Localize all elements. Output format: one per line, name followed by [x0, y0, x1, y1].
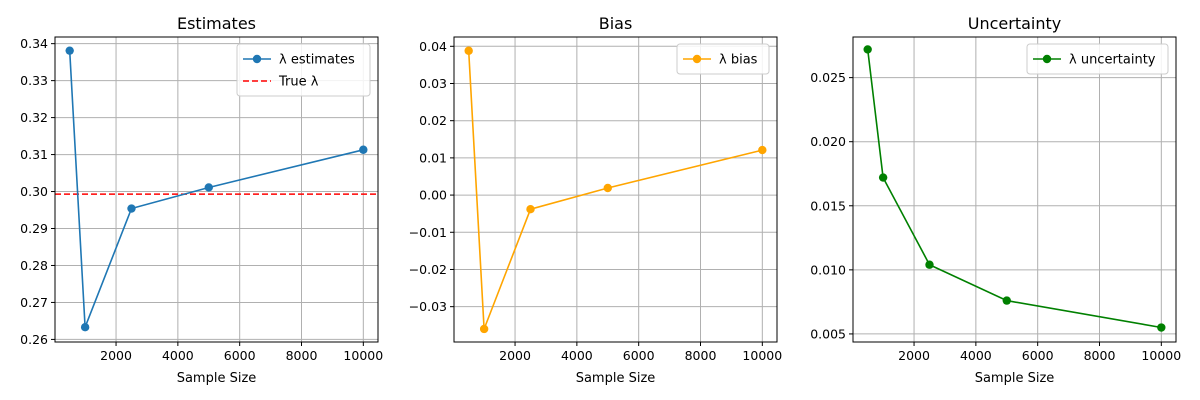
x-tick-label: 2000: [100, 348, 132, 363]
legend-marker-swatch: [1042, 54, 1052, 64]
y-tick-label: 0.30: [20, 184, 48, 199]
x-tick-label: 8000: [286, 348, 318, 363]
data-point: [80, 323, 90, 332]
legend: λ uncertainty: [1026, 43, 1169, 75]
data-point: [878, 173, 888, 182]
x-tick-label: 8000: [685, 348, 717, 363]
y-tick-label: 0.005: [810, 326, 846, 341]
legend-label: λ estimates: [279, 53, 355, 68]
chart-panel-0: 2000 4000 6000 8000 10000 0.26 0.27 0.28 0.29 0.3…: [20, 14, 383, 386]
data-point: [1002, 296, 1011, 305]
data-point: [758, 145, 767, 155]
legend-box: [236, 43, 371, 97]
x-tick-label: 6000: [1022, 348, 1054, 363]
data-point: [204, 183, 213, 192]
y-tick-label: 0.025: [810, 70, 846, 85]
legend: λ estimates True λ: [236, 43, 371, 97]
data-point: [526, 205, 535, 214]
chart-title: Estimates: [177, 14, 256, 33]
axes-frame: [852, 36, 1177, 343]
series-line: [467, 50, 763, 330]
legend-marker-swatch: [692, 54, 702, 64]
y-tick-label: 0.28: [20, 258, 48, 273]
legend-box: [1026, 43, 1169, 75]
chart-panel-2: 2000 4000 6000 8000 10000 0.005 0.010 0.015 0.02…: [810, 14, 1181, 386]
data-point: [464, 46, 473, 55]
legend: λ bias: [676, 43, 770, 75]
y-tick-label: 0.27: [20, 295, 48, 310]
data-point: [479, 324, 489, 334]
x-axis-label: Sample Size: [177, 371, 257, 386]
x-tick-label: 4000: [561, 348, 593, 363]
x-tick-label: 8000: [1084, 348, 1116, 363]
axes-frame: [54, 36, 379, 343]
y-tick-label: 0.010: [810, 262, 846, 277]
series-line: [866, 49, 1162, 329]
chart-panel-1: 2000 4000 6000 8000 10000 −0.03 −0.02 −0.01 0.00…: [409, 14, 783, 386]
y-tick-label: 0.29: [20, 221, 48, 236]
legend-box: [676, 43, 770, 75]
x-tick-label: 10000: [343, 348, 383, 363]
data-point: [127, 204, 136, 213]
data-point: [65, 46, 74, 55]
y-tick-label: −0.02: [409, 262, 447, 277]
axes-frame: [453, 36, 778, 343]
y-tick-label: 0.015: [810, 198, 846, 213]
x-axis-label: Sample Size: [975, 371, 1055, 386]
y-tick-label: 0.04: [419, 39, 447, 54]
legend-marker-swatch: [252, 54, 262, 64]
legend-label: True λ: [278, 75, 319, 90]
legend-label: λ bias: [719, 53, 758, 68]
y-tick-label: 0.01: [419, 150, 447, 165]
y-tick-label: 0.02: [419, 113, 447, 128]
y-tick-label: 0.26: [20, 332, 48, 347]
y-tick-label: 0.31: [20, 147, 48, 162]
legend-label: λ uncertainty: [1069, 53, 1156, 68]
y-tick-label: −0.01: [409, 225, 447, 240]
x-tick-label: 2000: [898, 348, 930, 363]
x-tick-label: 4000: [162, 348, 194, 363]
x-tick-label: 6000: [623, 348, 655, 363]
data-point: [925, 260, 934, 269]
data-point: [603, 183, 612, 193]
data-point: [359, 145, 368, 154]
y-tick-label: 0.34: [20, 36, 48, 51]
x-tick-label: 10000: [742, 348, 782, 363]
y-tick-label: 0.00: [419, 188, 447, 203]
x-tick-label: 4000: [960, 348, 992, 363]
y-tick-label: 0.020: [810, 134, 846, 149]
data-point: [1157, 323, 1166, 332]
y-tick-label: 0.03: [419, 76, 447, 91]
y-tick-label: −0.03: [409, 299, 447, 314]
chart-title: Bias: [599, 14, 633, 33]
x-tick-label: 2000: [499, 348, 531, 363]
chart-title: Uncertainty: [968, 14, 1061, 33]
x-tick-label: 10000: [1141, 348, 1181, 363]
data-point: [863, 45, 872, 54]
y-tick-label: 0.32: [20, 110, 48, 125]
x-axis-label: Sample Size: [576, 371, 656, 386]
y-tick-label: 0.33: [20, 73, 48, 88]
x-tick-label: 6000: [224, 348, 256, 363]
